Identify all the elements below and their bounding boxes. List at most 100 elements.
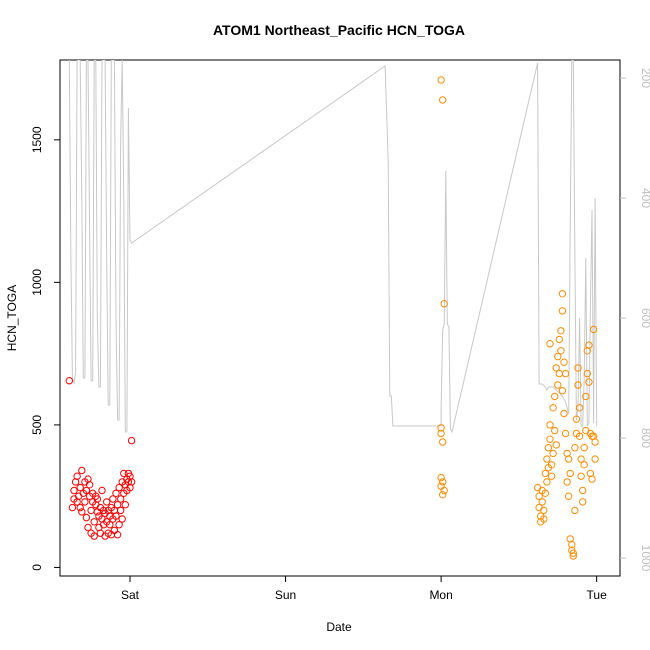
data-point [577,455,585,463]
data-point [437,473,445,482]
data-point [85,481,94,489]
data-point [580,461,588,469]
data-point [579,498,587,506]
y-tick-label: 500 [30,415,44,435]
y2-axis: 200 400 600 800 1000 [620,68,650,572]
data-point [565,492,573,500]
data-point [437,429,445,438]
data-point [560,358,568,366]
data-point [569,552,577,560]
data-point [90,518,98,526]
data-point [582,392,590,401]
data-point [535,492,543,500]
data-point [78,508,86,516]
data-point [82,513,91,522]
data-point [558,387,567,395]
y-axis-label: HCN_TOGA [5,285,19,351]
data-point [541,469,549,478]
data-point [563,478,571,486]
data-point [110,526,119,535]
data-point [109,495,117,503]
data-point [103,498,111,506]
data-point [78,466,86,475]
data-point [118,515,126,523]
data-point [543,455,551,463]
data-point [533,483,542,492]
data-point [582,426,590,435]
data-point [555,335,563,344]
y2-tick-label: 200 [639,68,650,88]
data-point [551,426,559,435]
data-point [93,495,102,503]
data-point [585,341,593,349]
data-point [588,475,596,483]
data-point [591,438,599,446]
data-point [591,455,599,463]
data-point [547,461,556,469]
data-point [558,290,567,298]
data-point [81,498,89,506]
data-point [76,503,84,512]
data-point [568,540,576,549]
chart-title: ATOM1 Northeast_Pacific HCN_TOGA [213,22,465,38]
data-point [76,483,84,492]
y2-tick-label: 600 [639,308,650,328]
data-point [90,532,98,540]
data-point [112,512,120,520]
data-point [552,441,560,449]
data-point [561,369,570,378]
x-axis: Sat Sun Mon Tue [121,576,607,602]
data-point [541,489,549,497]
data-point [557,327,565,335]
data-point [571,506,579,515]
plot-frame [59,59,621,577]
data-point [558,307,567,315]
x-tick-label: Mon [429,588,452,602]
data-point [572,415,581,423]
data-point [437,424,445,432]
data-point [555,369,563,378]
x-tick-label: Sun [275,588,296,602]
data-point [543,478,551,486]
data-point [439,491,447,499]
data-point [577,472,585,480]
data-point [113,501,122,509]
data-point [439,438,447,446]
data-point [571,444,579,452]
y-tick-label: 0 [30,564,44,571]
data-point [440,300,448,308]
x-axis-label: Date [326,620,352,634]
data-point [565,455,573,463]
data-point [580,444,588,452]
data-point [546,421,554,429]
data-point [575,432,584,440]
data-point [75,492,83,500]
data-point [546,340,554,348]
data-point [440,486,448,495]
data-point [540,506,548,515]
data-point [70,486,78,495]
data-point [574,381,582,389]
data-point [117,506,125,515]
data-point [98,486,106,495]
data-point [439,478,447,486]
data-point [540,515,548,523]
data-point [575,404,584,412]
data-point [87,506,95,515]
data-point [585,378,593,386]
data-point [566,469,574,478]
y2-tick-label: 1000 [639,545,650,572]
data-point [554,352,562,361]
data-point [127,478,136,486]
data-point [557,347,565,355]
y-axis: 0 500 1000 1500 [30,126,60,571]
data-point [82,486,91,495]
data-point [84,523,92,532]
y2-tick-label: 400 [639,188,650,208]
data-point [574,364,582,372]
data-point [73,472,81,480]
data-point [589,325,598,334]
data-point [549,404,557,412]
data-point [569,549,577,557]
